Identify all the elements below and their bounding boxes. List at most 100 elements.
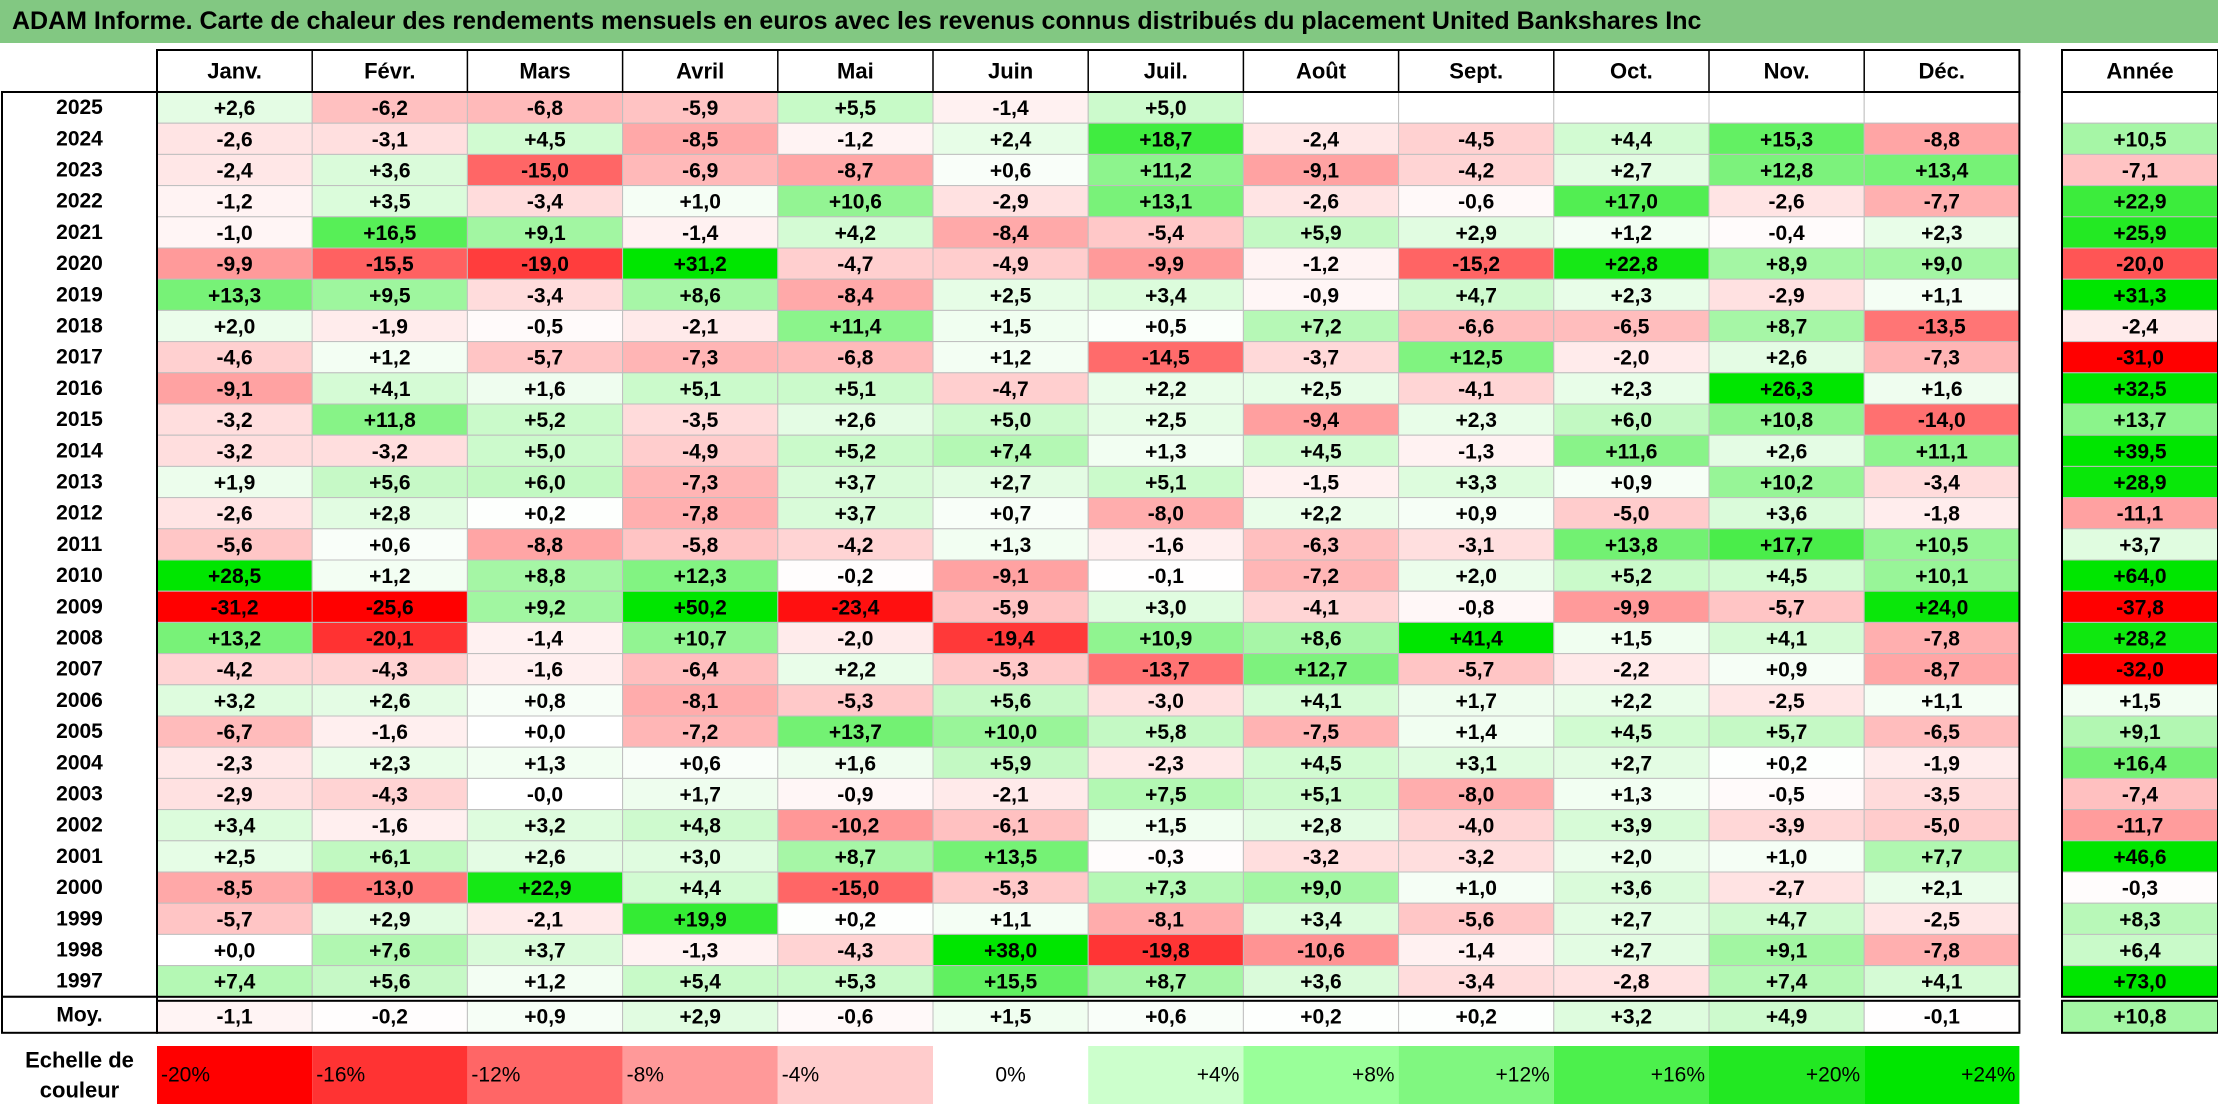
scale-label-value: +8%: [1352, 1064, 1395, 1087]
heatmap-cell: [1398, 122, 1555, 155]
heatmap-cell: [311, 497, 468, 530]
avg-value: -1,1: [217, 1005, 254, 1028]
cell-value: -1,4: [993, 97, 1030, 120]
annual-cell: [2061, 341, 2218, 374]
heatmap-cell: [1708, 902, 1865, 935]
heatmap-cell: [777, 465, 934, 499]
cell-value: +3,7: [524, 940, 565, 963]
cell-value: +7,7: [1921, 846, 1962, 869]
cell-value: +38,0: [984, 940, 1037, 963]
heatmap-cell: [777, 278, 934, 311]
year-label: 2002: [56, 814, 103, 837]
cell-value: +1,0: [679, 191, 720, 214]
heatmap-cell: [932, 715, 1089, 748]
heatmap-cell: [1553, 965, 1710, 998]
cell-value: +3,1: [1455, 752, 1497, 775]
year-label: 2009: [56, 595, 103, 618]
heatmap-cell: [1553, 278, 1710, 311]
cell-value: -9,4: [1303, 409, 1340, 432]
heatmap-cell: [466, 216, 624, 249]
month-header: Avril: [676, 59, 724, 84]
cell-value: -4,3: [372, 659, 408, 682]
cell-value: +11,6: [1605, 440, 1657, 463]
avg-cell: [932, 1000, 1089, 1034]
cell-value: +2,8: [1300, 815, 1342, 838]
heatmap-cell: [1863, 684, 2020, 717]
heatmap-cell: [1553, 153, 1710, 187]
cell-value: -0,1: [1148, 565, 1185, 588]
heatmap-cell: [1242, 840, 1400, 873]
heatmap-cell: [156, 465, 313, 499]
cell-value: +3,9: [1611, 815, 1652, 838]
cell-value: +12,3: [674, 565, 727, 588]
heatmap-cell: [1398, 216, 1555, 249]
month-header: Sept.: [1449, 59, 1503, 84]
cell-value: +13,2: [208, 628, 261, 651]
heatmap-cell: [622, 715, 779, 748]
heatmap-cell: [1553, 497, 1710, 530]
avg-frame: [156, 999, 2021, 1034]
cell-value: -1,6: [372, 815, 408, 838]
cell-value: +3,6: [369, 160, 410, 183]
cell-value: -10,2: [831, 815, 879, 838]
heatmap-cell: [156, 684, 313, 717]
heatmap-cell: [1087, 777, 1244, 811]
avg-cell: [311, 1000, 468, 1034]
heatmap-cell: [777, 590, 934, 623]
annual-cell: [2061, 809, 2218, 842]
year-label: 2024: [56, 127, 103, 150]
annual-value: -32,0: [2116, 659, 2164, 682]
cell-value: -1,2: [1303, 253, 1339, 276]
cell-value: -2,4: [1303, 128, 1340, 151]
annual-cell: [2061, 91, 2218, 124]
cell-value: -2,6: [217, 128, 253, 151]
heatmap-cell: [466, 840, 624, 873]
cell-value: -4,7: [993, 378, 1029, 401]
cell-value: -6,5: [1924, 721, 1961, 744]
cell-value: -8,4: [837, 284, 874, 307]
cell-value: +10,1: [1915, 565, 1968, 588]
heatmap-cell: [1398, 434, 1555, 467]
heatmap-cell: [622, 684, 779, 717]
cell-value: +5,9: [990, 752, 1031, 775]
heatmap-cell: [1863, 91, 2020, 124]
heatmap-cell: [777, 153, 934, 187]
heatmap-cell: [777, 933, 934, 967]
year-label: 1999: [56, 907, 103, 930]
cell-value: +5,3: [835, 971, 876, 994]
cell-value: -2,6: [217, 503, 253, 526]
heatmap-cell: [1398, 91, 1555, 124]
heatmap-cell: [622, 809, 779, 842]
heatmap-cell: [1553, 465, 1710, 499]
cell-value: -4,6: [217, 347, 253, 370]
cell-value: +19,9: [674, 908, 727, 931]
cell-value: -0,4: [1769, 222, 1806, 245]
heatmap-cell: [311, 185, 468, 218]
cell-value: +4,4: [1611, 128, 1653, 151]
cell-value: +0,9: [1766, 659, 1807, 682]
heatmap-cell: [622, 933, 779, 967]
cell-value: +7,2: [1300, 316, 1341, 339]
cell-value: +2,3: [1611, 284, 1652, 307]
year-label: 2000: [56, 876, 103, 899]
cell-value: -7,2: [1303, 565, 1339, 588]
heatmap-cell: [1863, 809, 2020, 842]
cell-value: +1,3: [1145, 440, 1186, 463]
cell-value: +12,5: [1450, 347, 1503, 370]
avg-label: Moy.: [56, 1003, 102, 1026]
heatmap-cell: [1242, 403, 1400, 436]
cell-value: -7,8: [1924, 628, 1961, 651]
cell-value: +9,0: [1921, 253, 1962, 276]
cell-value: +41,4: [1450, 628, 1503, 651]
heatmap-cell: [311, 965, 468, 998]
heatmap-cell: [1242, 715, 1400, 748]
cell-value: +11,2: [1140, 160, 1192, 183]
cell-value: -1,8: [1924, 503, 1961, 526]
cell-value: +4,1: [1300, 690, 1342, 713]
heatmap-cell: [466, 341, 624, 374]
avg-value: -0,2: [372, 1005, 408, 1028]
cell-value: -5,9: [993, 596, 1029, 619]
scale-swatch: [157, 1046, 313, 1104]
cell-value: +11,1: [1916, 440, 1968, 463]
cell-value: -6,2: [372, 97, 408, 120]
